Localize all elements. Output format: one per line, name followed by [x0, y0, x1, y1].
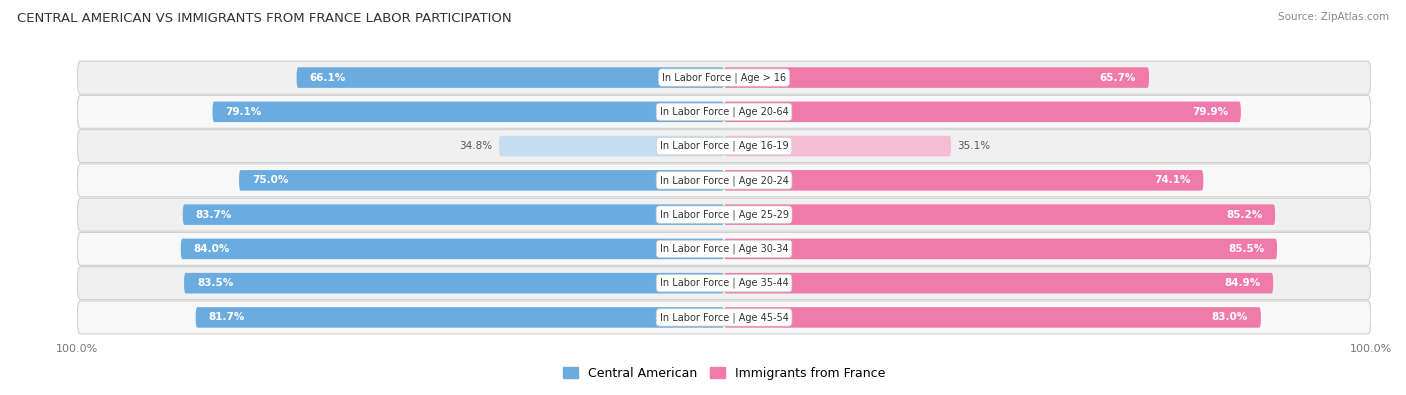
- FancyBboxPatch shape: [77, 232, 1371, 265]
- Text: 35.1%: 35.1%: [957, 141, 991, 151]
- FancyBboxPatch shape: [77, 61, 1371, 94]
- Text: In Labor Force | Age 45-54: In Labor Force | Age 45-54: [659, 312, 789, 323]
- Text: 81.7%: 81.7%: [208, 312, 245, 322]
- Text: 83.7%: 83.7%: [195, 210, 232, 220]
- FancyBboxPatch shape: [77, 164, 1371, 197]
- FancyBboxPatch shape: [724, 136, 950, 156]
- Text: In Labor Force | Age 30-34: In Labor Force | Age 30-34: [659, 244, 789, 254]
- Text: 85.5%: 85.5%: [1227, 244, 1264, 254]
- FancyBboxPatch shape: [183, 204, 724, 225]
- FancyBboxPatch shape: [77, 130, 1371, 163]
- Text: 75.0%: 75.0%: [252, 175, 288, 185]
- Text: CENTRAL AMERICAN VS IMMIGRANTS FROM FRANCE LABOR PARTICIPATION: CENTRAL AMERICAN VS IMMIGRANTS FROM FRAN…: [17, 12, 512, 25]
- FancyBboxPatch shape: [297, 67, 724, 88]
- Text: 84.0%: 84.0%: [194, 244, 231, 254]
- Text: 66.1%: 66.1%: [309, 73, 346, 83]
- FancyBboxPatch shape: [499, 136, 724, 156]
- FancyBboxPatch shape: [181, 239, 724, 259]
- FancyBboxPatch shape: [77, 301, 1371, 334]
- Text: In Labor Force | Age 16-19: In Labor Force | Age 16-19: [659, 141, 789, 151]
- Text: 83.0%: 83.0%: [1212, 312, 1249, 322]
- Text: In Labor Force | Age 20-24: In Labor Force | Age 20-24: [659, 175, 789, 186]
- Text: 79.1%: 79.1%: [225, 107, 262, 117]
- Text: 74.1%: 74.1%: [1154, 175, 1191, 185]
- Text: In Labor Force | Age 20-64: In Labor Force | Age 20-64: [659, 107, 789, 117]
- Text: 83.5%: 83.5%: [197, 278, 233, 288]
- Text: In Labor Force | Age 25-29: In Labor Force | Age 25-29: [659, 209, 789, 220]
- FancyBboxPatch shape: [724, 170, 1204, 191]
- Legend: Central American, Immigrants from France: Central American, Immigrants from France: [558, 362, 890, 385]
- FancyBboxPatch shape: [184, 273, 724, 293]
- FancyBboxPatch shape: [724, 239, 1277, 259]
- FancyBboxPatch shape: [239, 170, 724, 191]
- FancyBboxPatch shape: [724, 273, 1274, 293]
- Text: 79.9%: 79.9%: [1192, 107, 1227, 117]
- Text: 85.2%: 85.2%: [1226, 210, 1263, 220]
- Text: Source: ZipAtlas.com: Source: ZipAtlas.com: [1278, 12, 1389, 22]
- FancyBboxPatch shape: [724, 307, 1261, 328]
- FancyBboxPatch shape: [77, 95, 1371, 128]
- FancyBboxPatch shape: [724, 67, 1149, 88]
- FancyBboxPatch shape: [724, 204, 1275, 225]
- FancyBboxPatch shape: [212, 102, 724, 122]
- FancyBboxPatch shape: [77, 267, 1371, 300]
- FancyBboxPatch shape: [195, 307, 724, 328]
- FancyBboxPatch shape: [724, 102, 1241, 122]
- Text: In Labor Force | Age 35-44: In Labor Force | Age 35-44: [659, 278, 789, 288]
- Text: 65.7%: 65.7%: [1099, 73, 1136, 83]
- Text: In Labor Force | Age > 16: In Labor Force | Age > 16: [662, 72, 786, 83]
- FancyBboxPatch shape: [77, 198, 1371, 231]
- Text: 84.9%: 84.9%: [1225, 278, 1260, 288]
- Text: 34.8%: 34.8%: [460, 141, 492, 151]
